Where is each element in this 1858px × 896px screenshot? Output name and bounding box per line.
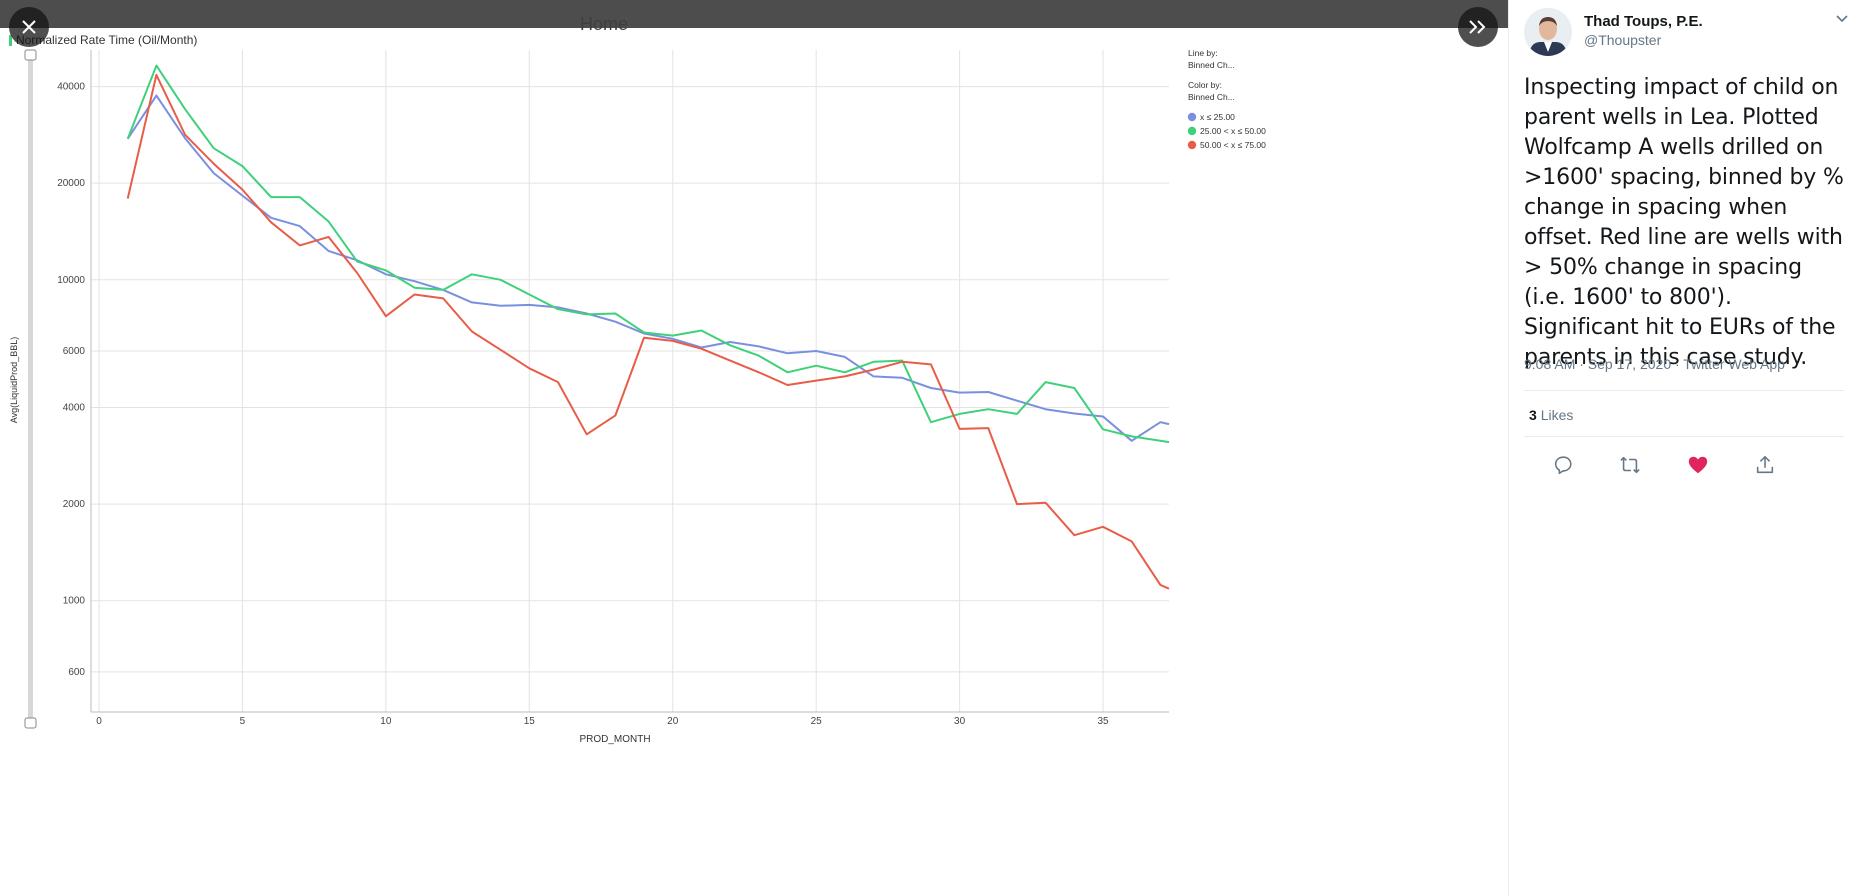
likes-count[interactable]: 3 Likes	[1529, 407, 1573, 423]
share-icon	[1756, 455, 1774, 474]
y-tick-label: 2000	[63, 499, 86, 510]
chart: Normalized Rate Time (Oil/Month) 600 1000 2…	[9, 33, 1266, 745]
x-axis-label: PROD_MONTH	[579, 734, 650, 745]
background-top-bar: Home	[0, 0, 1508, 34]
author-name[interactable]: Thad Toups, P.E.	[1584, 13, 1703, 30]
x-tick-label: 10	[380, 716, 392, 727]
legend-swatch	[1187, 140, 1197, 150]
avatar[interactable]	[1524, 8, 1572, 56]
tweet-panel: Thad Toups, P.E. @Thoupster Inspecting i…	[1508, 0, 1858, 896]
like-button[interactable]	[1685, 452, 1711, 478]
x-tick-label: 35	[1097, 716, 1109, 727]
range-slider-track	[28, 54, 33, 724]
series-line-3	[126, 73, 1170, 590]
reply-icon	[1554, 456, 1572, 475]
series-line-1	[126, 94, 1170, 442]
x-tick-label: 20	[667, 716, 679, 727]
legend-entry: 25.00 < x ≤ 50.00	[1200, 126, 1266, 136]
y-tick-label: 1000	[63, 596, 86, 607]
legend-swatch	[1187, 112, 1197, 122]
x-tick-label: 25	[811, 716, 823, 727]
legend-line-by-label: Line by:	[1188, 48, 1218, 58]
author-handle[interactable]: @Thoupster	[1584, 32, 1662, 48]
x-tick-label: 15	[524, 716, 536, 727]
title-marker	[9, 35, 12, 46]
y-tick-label: 20000	[57, 178, 85, 189]
likes-number: 3	[1529, 407, 1537, 423]
chart-title: Normalized Rate Time (Oil/Month)	[16, 33, 197, 47]
heart-filled-icon	[1688, 456, 1708, 474]
divider	[1524, 436, 1844, 437]
legend-entry: 50.00 < x ≤ 75.00	[1200, 140, 1266, 150]
close-icon	[22, 20, 36, 34]
divider	[1524, 390, 1844, 391]
more-menu-button[interactable]	[1835, 12, 1849, 31]
series-line-2	[126, 64, 1170, 444]
reply-button[interactable]	[1550, 452, 1576, 478]
likes-label: Likes	[1540, 407, 1574, 423]
y-tick-label: 600	[68, 667, 85, 678]
y-tick-label: 10000	[57, 275, 85, 286]
x-tick-label: 5	[240, 716, 246, 727]
range-slider-handle-bottom[interactable]	[24, 717, 37, 729]
legend-swatch	[1187, 126, 1197, 136]
double-chevron-right-icon	[1469, 20, 1486, 34]
legend-line-by-value: Binned Ch...	[1188, 60, 1235, 70]
ghost-home-label: Home	[580, 14, 629, 34]
retweet-button[interactable]	[1617, 452, 1643, 478]
share-button[interactable]	[1752, 452, 1778, 478]
x-tick-label: 30	[954, 716, 966, 727]
legend-color-by-value: Binned Ch...	[1188, 92, 1235, 102]
y-tick-label: 6000	[63, 346, 86, 357]
close-button[interactable]	[9, 7, 49, 47]
legend-color-by-label: Color by:	[1188, 80, 1222, 90]
tweet-text: Inspecting impact of child on parent wel…	[1524, 75, 1844, 370]
media-viewer: Home Normalized Rate Time (Oil/Month) 600…	[0, 0, 1508, 745]
x-tick-label: 0	[96, 716, 102, 727]
y-tick-label: 40000	[57, 82, 85, 93]
y-axis-label: Avg(LiquidProd_BBL)	[9, 337, 19, 423]
retweet-icon	[1620, 456, 1640, 474]
y-tick-label: 4000	[63, 402, 86, 413]
chevron-down-icon	[1836, 15, 1848, 23]
legend-entry: x ≤ 25.00	[1200, 112, 1235, 122]
expand-panel-button[interactable]	[1458, 7, 1498, 47]
tweet-timestamp[interactable]: 9:08 AM · Sep 17, 2020 · Twitter Web App	[1524, 356, 1785, 372]
avatar-image	[1524, 8, 1572, 56]
range-slider-handle-top[interactable]	[24, 49, 37, 61]
